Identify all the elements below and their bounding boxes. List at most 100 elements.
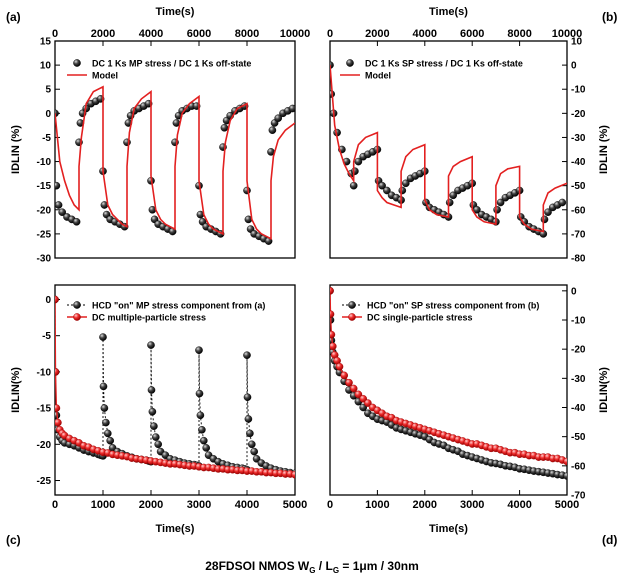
legend-swatch-marker bbox=[73, 59, 81, 67]
x-tick-label: 5000 bbox=[283, 499, 307, 511]
y-axis-label: IDLIN (%) bbox=[598, 125, 610, 174]
series-group bbox=[55, 295, 295, 479]
data-point bbox=[195, 389, 204, 398]
y-tick-label: -10 bbox=[571, 316, 586, 327]
y-tick-label: 5 bbox=[45, 85, 51, 96]
y-tick-label: 0 bbox=[45, 295, 51, 306]
data-point bbox=[268, 126, 277, 134]
x-tick-label: 4000 bbox=[413, 28, 437, 40]
data-point bbox=[378, 181, 386, 190]
data-point bbox=[383, 186, 391, 195]
x-tick-label: 2000 bbox=[91, 28, 115, 40]
data-point bbox=[55, 181, 61, 190]
data-point bbox=[274, 114, 283, 122]
data-point bbox=[99, 333, 107, 341]
data-point bbox=[354, 157, 363, 166]
caption-mid: / L bbox=[315, 559, 332, 573]
data-point bbox=[335, 362, 344, 371]
data-point bbox=[330, 330, 336, 339]
series-group bbox=[330, 61, 567, 238]
data-point bbox=[202, 444, 210, 452]
y-tick-label: -20 bbox=[37, 440, 52, 451]
data-point bbox=[330, 287, 334, 295]
y-tick-label: -25 bbox=[37, 229, 52, 240]
data-point bbox=[150, 422, 158, 431]
data-point bbox=[563, 457, 567, 466]
data-point bbox=[359, 403, 368, 412]
y-axis-label: IDLIN(%) bbox=[598, 367, 610, 413]
y-tick-label: -40 bbox=[571, 403, 586, 414]
series-line-model bbox=[330, 65, 567, 233]
x-tick-label: 2000 bbox=[139, 499, 163, 511]
x-tick-label: 0 bbox=[327, 499, 333, 511]
series-line-model bbox=[55, 85, 295, 240]
legend-swatch-marker bbox=[73, 313, 81, 321]
data-point bbox=[55, 368, 60, 376]
data-point bbox=[330, 342, 337, 351]
y-tick-label: 15 bbox=[40, 37, 52, 48]
data-point bbox=[147, 386, 156, 394]
data-point bbox=[198, 425, 206, 434]
data-point bbox=[291, 470, 295, 479]
x-tick-label: 4000 bbox=[235, 499, 259, 511]
data-point bbox=[563, 472, 567, 480]
panel-letter-b: (b) bbox=[602, 10, 617, 24]
data-point bbox=[72, 217, 81, 226]
x-tick-label: 6000 bbox=[187, 28, 211, 40]
y-tick-label: -10 bbox=[37, 157, 52, 168]
data-point bbox=[199, 436, 208, 445]
x-tick-label: 0 bbox=[327, 28, 333, 40]
data-point bbox=[99, 382, 108, 391]
x-tick-label: 0 bbox=[52, 28, 58, 40]
data-point bbox=[493, 205, 501, 214]
chart-panel-c: 0 1000 2000 3000 4000 5000 Time(s) 0 -5 -10 -15 -20… bbox=[10, 284, 307, 535]
legend: HCD "on" SP stress component from (b) DC … bbox=[342, 301, 539, 323]
y-tick-label: -20 bbox=[37, 205, 52, 216]
data-point bbox=[104, 429, 112, 438]
x-tick-label: 10000 bbox=[280, 28, 311, 40]
x-tick-label: 5000 bbox=[555, 499, 579, 511]
y-axis-label: IDLIN (%) bbox=[10, 125, 22, 174]
y-tick-label: -30 bbox=[571, 133, 586, 144]
y-tick-label: 10 bbox=[40, 61, 52, 72]
data-point bbox=[359, 394, 368, 403]
data-point bbox=[288, 104, 295, 113]
data-point bbox=[354, 390, 363, 399]
caption-sub-1: G bbox=[309, 566, 315, 575]
data-point bbox=[558, 198, 567, 207]
data-point bbox=[102, 418, 110, 427]
data-point bbox=[250, 447, 258, 456]
data-point bbox=[351, 167, 359, 175]
data-point bbox=[55, 201, 63, 209]
legend-entry-label: DC single-particle stress bbox=[367, 313, 473, 323]
x-tick-label: 3000 bbox=[187, 499, 211, 511]
data-point bbox=[244, 415, 253, 423]
y-axis-label: IDLIN(%) bbox=[10, 367, 22, 413]
x-tick-label: 10000 bbox=[552, 28, 583, 40]
y-tick-label: -40 bbox=[571, 157, 586, 168]
plot-frame bbox=[54, 40, 296, 259]
legend-entry-label: DC 1 Ks SP stress / DC 1 Ks off-state bbox=[365, 59, 523, 69]
legend-swatch-marker bbox=[348, 313, 356, 321]
y-tick-label: -15 bbox=[37, 181, 52, 192]
x-tick-label: 1000 bbox=[91, 499, 115, 511]
x-tick-label: 3000 bbox=[460, 499, 484, 511]
data-point bbox=[151, 433, 160, 441]
y-tick-label: -50 bbox=[571, 432, 586, 443]
y-tick-label: -5 bbox=[42, 133, 51, 144]
y-tick-label: -60 bbox=[571, 461, 586, 472]
legend-swatch-marker bbox=[346, 59, 354, 67]
panel-letter-c: (c) bbox=[6, 533, 21, 547]
plot-frame bbox=[329, 284, 568, 496]
data-point bbox=[106, 436, 114, 445]
data-point bbox=[349, 181, 358, 190]
x-axis-label: Time(s) bbox=[156, 6, 195, 18]
data-point bbox=[243, 351, 251, 360]
data-point bbox=[345, 378, 353, 387]
y-tick-label: -70 bbox=[571, 229, 586, 240]
legend-entry-label: Model bbox=[365, 71, 391, 81]
legend: DC 1 Ks SP stress / DC 1 Ks off-state Mod… bbox=[340, 59, 523, 81]
y-tick-label: -20 bbox=[571, 109, 586, 120]
legend-entry-label: Model bbox=[92, 71, 118, 81]
legend: HCD "on" MP stress component from (a) DC … bbox=[67, 301, 265, 323]
